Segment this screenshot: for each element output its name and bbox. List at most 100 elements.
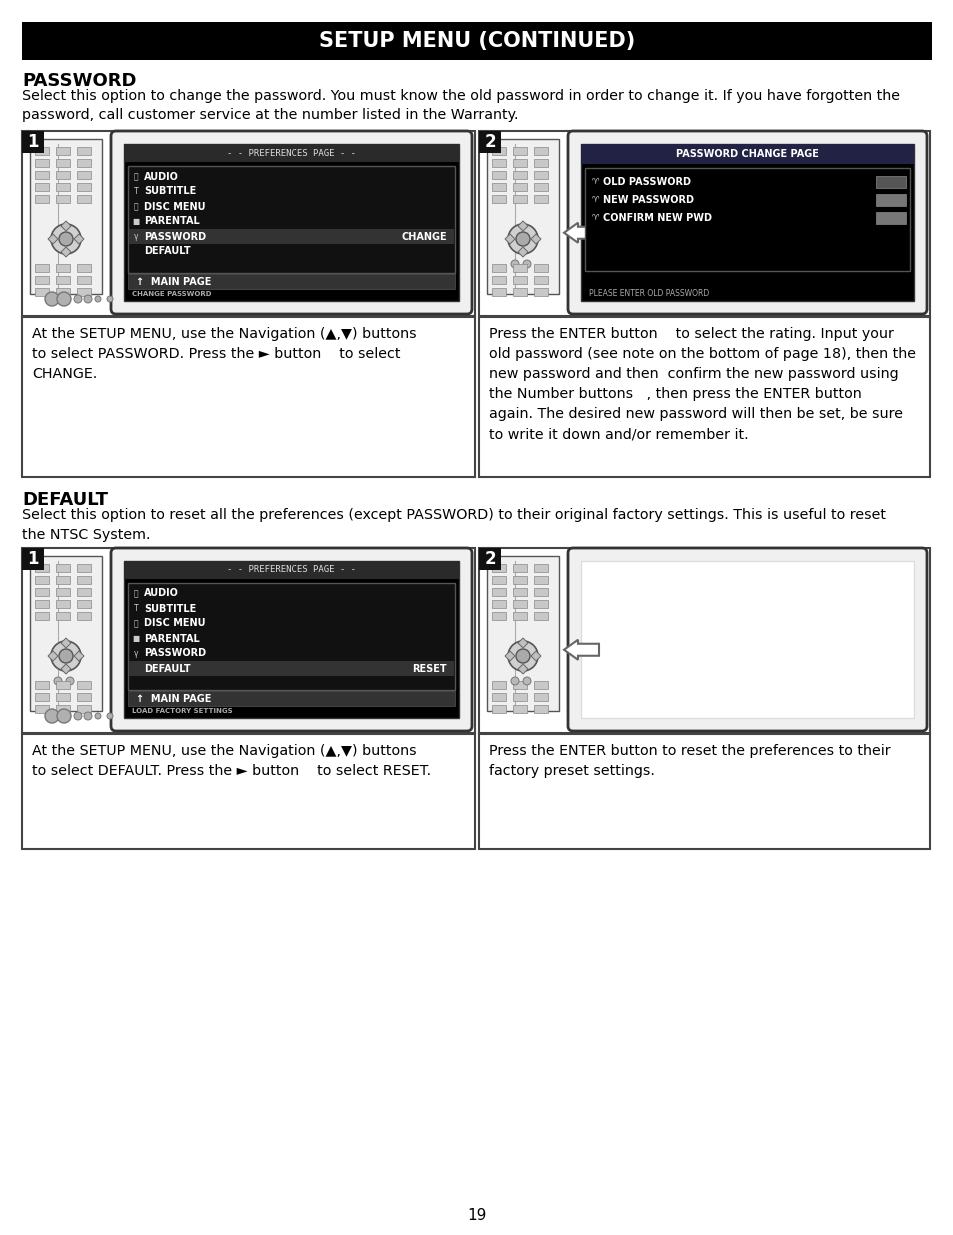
Bar: [478, 548, 929, 734]
Bar: [128, 274, 455, 289]
Bar: [22, 548, 44, 571]
Text: Select this option to reset all the preferences (except PASSWORD) to their origi: Select this option to reset all the pref…: [22, 508, 885, 541]
Bar: [534, 680, 547, 689]
Bar: [875, 194, 905, 206]
Bar: [56, 576, 70, 584]
Bar: [534, 159, 547, 167]
Polygon shape: [517, 247, 527, 257]
Circle shape: [507, 224, 537, 254]
Bar: [35, 576, 49, 584]
Bar: [35, 693, 49, 701]
Bar: [492, 613, 505, 620]
Bar: [56, 195, 70, 203]
Bar: [77, 564, 91, 572]
Bar: [35, 275, 49, 284]
Polygon shape: [61, 638, 71, 648]
Bar: [534, 600, 547, 608]
FancyBboxPatch shape: [111, 131, 472, 314]
Circle shape: [511, 261, 518, 268]
Text: LOAD FACTORY SETTINGS: LOAD FACTORY SETTINGS: [132, 708, 233, 714]
Bar: [492, 275, 505, 284]
Bar: [513, 600, 526, 608]
Bar: [478, 317, 929, 477]
Bar: [77, 693, 91, 701]
Polygon shape: [61, 664, 71, 674]
Bar: [30, 556, 102, 711]
Bar: [478, 734, 929, 848]
Bar: [77, 600, 91, 608]
Bar: [513, 183, 526, 191]
Bar: [124, 561, 458, 579]
Circle shape: [84, 713, 91, 720]
Bar: [77, 613, 91, 620]
Bar: [35, 183, 49, 191]
Polygon shape: [517, 221, 527, 231]
Text: ↑  MAIN PAGE: ↑ MAIN PAGE: [136, 694, 212, 704]
Text: ♈: ♈: [591, 178, 598, 186]
Circle shape: [107, 713, 112, 719]
Bar: [35, 264, 49, 272]
Bar: [513, 264, 526, 272]
Bar: [486, 556, 558, 711]
Bar: [56, 147, 70, 156]
Bar: [35, 588, 49, 597]
Bar: [492, 693, 505, 701]
Polygon shape: [74, 651, 84, 661]
Bar: [492, 564, 505, 572]
Circle shape: [511, 677, 518, 685]
Text: ⦿: ⦿: [133, 172, 138, 182]
Bar: [513, 159, 526, 167]
Bar: [22, 131, 475, 316]
Circle shape: [74, 295, 82, 303]
Bar: [22, 22, 931, 61]
Bar: [534, 288, 547, 296]
Text: ■: ■: [132, 634, 139, 643]
Bar: [35, 288, 49, 296]
Bar: [492, 195, 505, 203]
Bar: [35, 613, 49, 620]
Text: PASSWORD: PASSWORD: [22, 72, 136, 90]
Bar: [513, 170, 526, 179]
Bar: [77, 159, 91, 167]
Bar: [492, 183, 505, 191]
Circle shape: [516, 232, 530, 246]
Bar: [124, 561, 458, 718]
Circle shape: [54, 677, 62, 685]
Bar: [129, 661, 454, 676]
Text: ⦿: ⦿: [133, 203, 138, 211]
Text: 19: 19: [467, 1208, 486, 1223]
Bar: [534, 264, 547, 272]
Text: PASSWORD CHANGE PAGE: PASSWORD CHANGE PAGE: [676, 149, 818, 159]
Bar: [492, 147, 505, 156]
Text: 1: 1: [28, 550, 39, 568]
Bar: [77, 147, 91, 156]
Polygon shape: [563, 640, 598, 659]
Text: 2: 2: [484, 133, 496, 151]
Bar: [56, 564, 70, 572]
Bar: [513, 576, 526, 584]
Bar: [124, 144, 458, 301]
Circle shape: [59, 232, 73, 246]
Text: ↑  MAIN PAGE: ↑ MAIN PAGE: [136, 277, 212, 287]
Bar: [478, 131, 929, 316]
Bar: [35, 705, 49, 713]
Polygon shape: [48, 233, 58, 245]
Bar: [534, 576, 547, 584]
Circle shape: [74, 713, 82, 720]
Bar: [56, 588, 70, 597]
Bar: [77, 680, 91, 689]
Bar: [35, 170, 49, 179]
Bar: [534, 183, 547, 191]
Text: PASSWORD: PASSWORD: [144, 648, 206, 658]
Bar: [534, 147, 547, 156]
Text: DEFAULT: DEFAULT: [144, 247, 191, 257]
Text: - - PREFERENCES PAGE - -: - - PREFERENCES PAGE - -: [227, 566, 355, 574]
Text: PASSWORD: PASSWORD: [144, 231, 206, 242]
Text: ♈: ♈: [591, 195, 598, 205]
Bar: [486, 140, 558, 294]
Bar: [492, 264, 505, 272]
Text: ♈: ♈: [591, 214, 598, 222]
Text: PARENTAL: PARENTAL: [144, 216, 199, 226]
Circle shape: [57, 709, 71, 722]
Text: γ: γ: [133, 232, 138, 241]
